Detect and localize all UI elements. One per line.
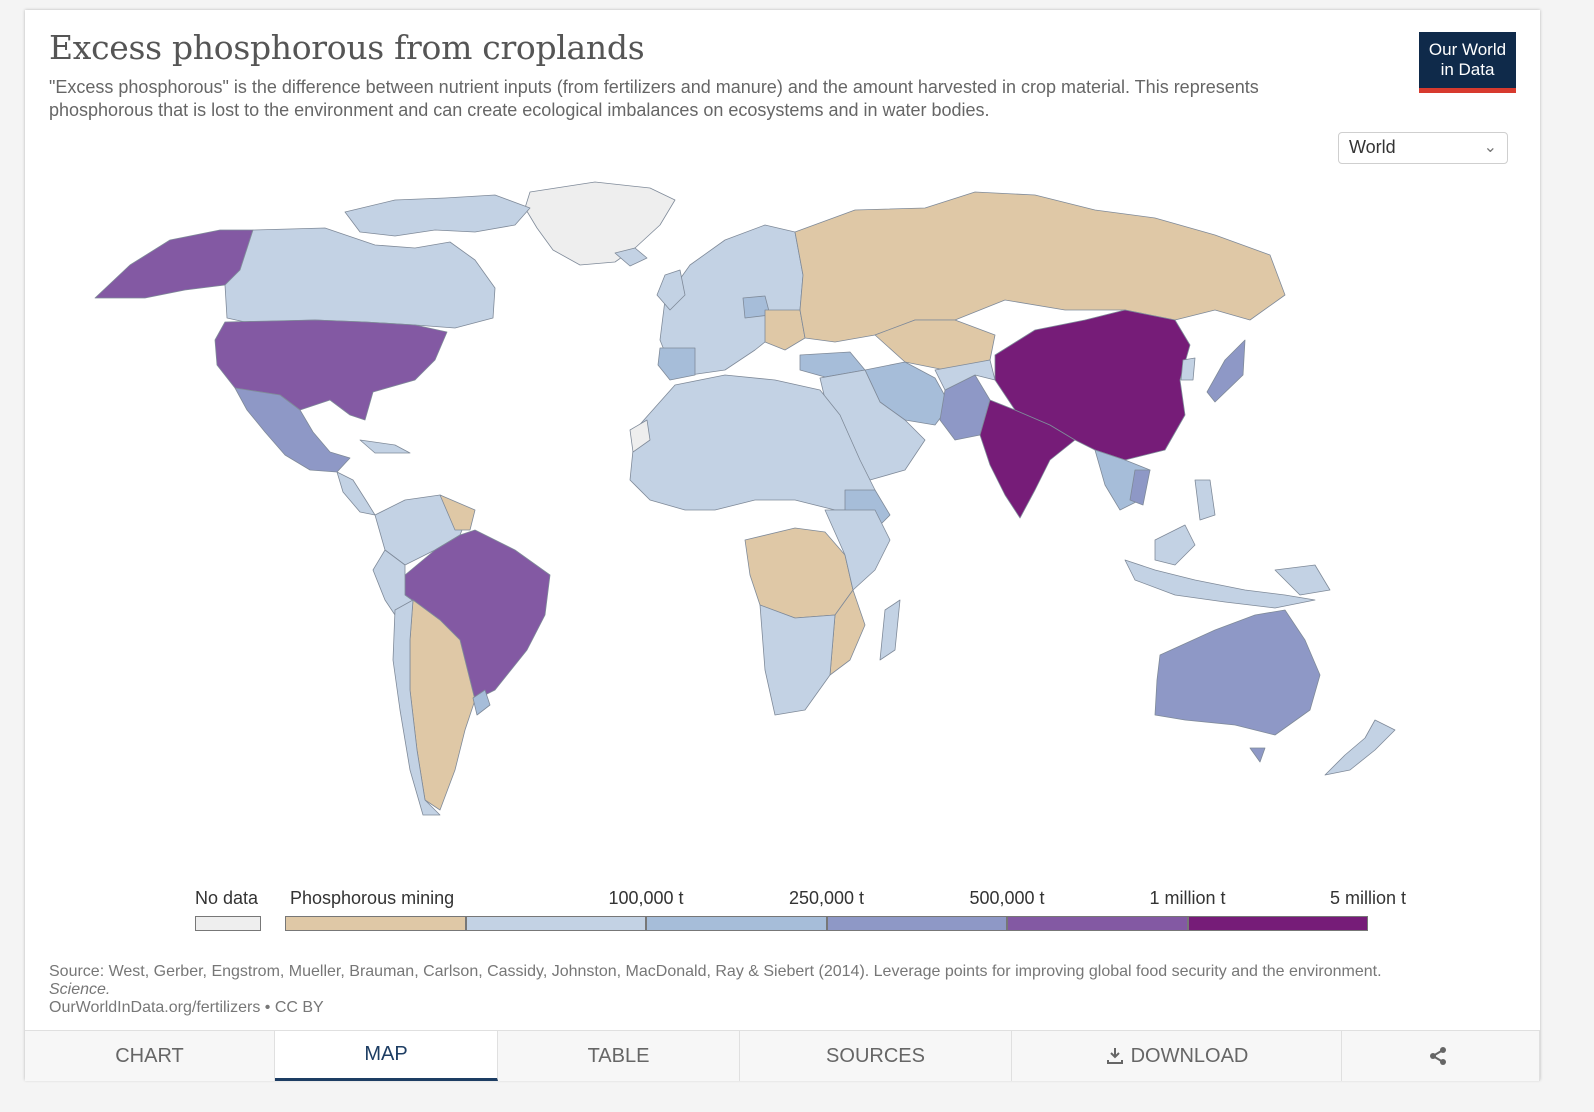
legend-swatch-1: [465, 916, 646, 931]
png[interactable]: [1274, 564, 1331, 596]
uk[interactable]: [656, 269, 686, 311]
greenland[interactable]: [524, 181, 676, 266]
tab-label: TABLE: [587, 1044, 650, 1067]
source-note: Source: West, Gerber, Engstrom, Mueller,…: [49, 963, 1409, 999]
iceland[interactable]: [614, 247, 648, 267]
source-journal: Science.: [49, 981, 111, 998]
chart-title: Excess phosphorous from croplands: [49, 28, 645, 67]
region-selector[interactable]: World ⌄: [1338, 132, 1508, 164]
madagascar[interactable]: [879, 599, 901, 661]
south-africa[interactable]: [759, 604, 836, 716]
canada[interactable]: [224, 227, 496, 329]
mexico[interactable]: [234, 387, 351, 473]
uruguay[interactable]: [472, 689, 491, 716]
borneo[interactable]: [1154, 524, 1196, 566]
western-sahara[interactable]: [629, 419, 651, 453]
chile[interactable]: [392, 599, 441, 816]
legend-label-0: Phosphorous mining: [290, 888, 455, 908]
legend-swatch-2: [646, 916, 827, 931]
china[interactable]: [994, 309, 1191, 461]
tab-label: MAP: [364, 1043, 408, 1065]
spain[interactable]: [657, 347, 696, 381]
source-url[interactable]: OurWorldInData.org/fertilizers • CC BY: [49, 999, 324, 1016]
tab-table[interactable]: TABLE: [498, 1031, 740, 1081]
philippines[interactable]: [1194, 479, 1216, 521]
arctic-islands[interactable]: [344, 194, 531, 237]
legend-label-3: 250,000 t: [788, 888, 865, 908]
legend-swatch-0: [285, 916, 466, 931]
russia[interactable]: [794, 191, 1286, 343]
korea[interactable]: [1180, 357, 1196, 381]
central-asia[interactable]: [934, 359, 996, 391]
chart-subtitle: "Excess phosphorous" is the difference b…: [49, 77, 1259, 120]
chart-card: Excess phosphorous from croplands "Exces…: [25, 10, 1540, 1081]
central-america[interactable]: [336, 471, 376, 516]
guyana[interactable]: [439, 494, 476, 531]
tab-label: SOURCES: [826, 1044, 925, 1067]
share-icon: [1428, 1046, 1448, 1066]
eastern-europe[interactable]: [764, 309, 806, 351]
region-selector-value: World: [1349, 137, 1396, 157]
indonesia[interactable]: [1124, 559, 1316, 609]
cuba[interactable]: [359, 439, 411, 454]
tab-share[interactable]: [1342, 1031, 1540, 1081]
kazakhstan[interactable]: [874, 319, 996, 371]
legend-swatch-3: [826, 916, 1007, 931]
africa-east[interactable]: [824, 509, 891, 591]
legend-label-4: 500,000 t: [969, 888, 1045, 908]
australia[interactable]: [1154, 609, 1321, 736]
vietnam[interactable]: [1129, 469, 1151, 506]
legend-end-label: 5 million t: [1329, 888, 1407, 908]
logo-line-2: in Data: [1440, 60, 1495, 79]
source-text: Source: West, Gerber, Engstrom, Mueller,…: [49, 963, 1382, 980]
tab-sources[interactable]: SOURCES: [740, 1031, 1012, 1081]
tab-map[interactable]: MAP: [275, 1031, 498, 1081]
japan[interactable]: [1206, 339, 1246, 403]
legend-label-2: 100,000 t: [608, 888, 684, 908]
united-states[interactable]: [214, 319, 448, 421]
world-map: [94, 181, 1396, 816]
new-zealand[interactable]: [1324, 719, 1396, 776]
owid-logo[interactable]: Our World in Data: [1419, 32, 1516, 93]
logo-line-1: Our World: [1428, 40, 1507, 59]
legend-no-data-swatch: [195, 916, 261, 931]
tab-label: DOWNLOAD: [1130, 1044, 1249, 1067]
tab-label: CHART: [115, 1044, 184, 1067]
tab-bar: CHART MAP TABLE SOURCES DOWNLOAD: [25, 1030, 1540, 1081]
tab-chart[interactable]: CHART: [25, 1031, 275, 1081]
legend-label-5: 1 million t: [1149, 888, 1226, 908]
legend-swatch-5: [1187, 916, 1368, 931]
chevron-down-icon: ⌄: [1483, 139, 1497, 156]
download-icon: [1105, 1046, 1125, 1066]
legend-swatch-4: [1007, 916, 1188, 931]
africa-central-mining[interactable]: [744, 527, 854, 619]
tab-download[interactable]: DOWNLOAD: [1012, 1031, 1342, 1081]
tasmania[interactable]: [1249, 747, 1266, 763]
legend-no-data-label: No data: [195, 888, 259, 908]
india[interactable]: [979, 399, 1076, 519]
